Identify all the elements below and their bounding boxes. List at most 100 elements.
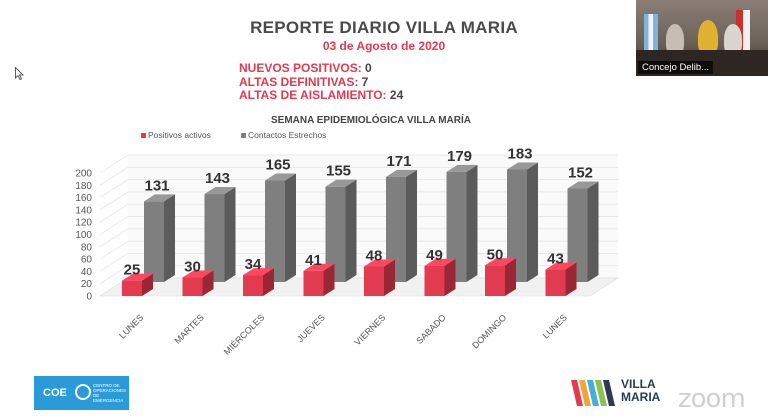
bar-top — [122, 273, 153, 281]
bar-side — [202, 270, 214, 296]
bar-front — [325, 186, 346, 282]
bar-contacts — [144, 194, 175, 282]
coe-logo-subtext: CENTRO DE OPERACIONES DE EMERGENCIA — [93, 383, 127, 403]
mouse-cursor-icon — [15, 67, 24, 80]
y-tick-label: 160 — [75, 193, 92, 204]
bar-positives — [485, 258, 516, 296]
villa-maria-line2: MARIA — [621, 390, 661, 404]
bar-positives — [545, 262, 577, 296]
bar-top — [485, 258, 516, 266]
x-tick-label: MIÉRCOLES — [222, 312, 267, 357]
y-tick-label: 140 — [75, 205, 92, 216]
stat-new-positives: NUEVOS POSITIVOS: 0 — [239, 61, 403, 76]
bar-positives — [303, 263, 335, 296]
bar-contacts — [386, 169, 417, 282]
bar-side — [384, 259, 395, 296]
bar-side — [527, 162, 538, 282]
stat-label: NUEVOS POSITIVOS: — [239, 61, 362, 75]
chart-bars — [122, 162, 599, 296]
gridline — [99, 154, 618, 174]
bar-contacts — [446, 164, 478, 282]
report-date: 03 de Agosto de 2020 — [322, 39, 446, 53]
bar-top — [364, 259, 395, 267]
bar-top — [386, 169, 417, 177]
bar-top — [507, 162, 538, 170]
bar-front — [265, 180, 285, 282]
stat-isolation-discharges: ALTAS DE AISLAMIENTO: 24 — [239, 88, 403, 103]
villa-maria-wordmark: VILLA MARIA — [621, 378, 660, 404]
bar-front — [485, 265, 505, 296]
data-label-contacts: 143 — [205, 170, 230, 187]
stat-label: ALTAS DE AISLAMIENTO: — [239, 88, 387, 102]
coe-logo: COE CENTRO DE OPERACIONES DE EMERGENCIA — [34, 376, 129, 410]
bar-front — [545, 269, 566, 296]
villa-maria-stripes-icon — [571, 380, 615, 406]
y-tick-label: 100 — [75, 230, 92, 241]
x-tick-label: DOMINGO — [470, 312, 508, 350]
bar-side — [164, 194, 175, 282]
bar-front — [364, 266, 384, 296]
bar-positives — [122, 273, 153, 296]
y-tick-label: 200 — [75, 169, 92, 180]
bar-top — [303, 263, 335, 271]
legend-swatch-positives — [141, 133, 146, 138]
stat-value: 7 — [361, 74, 369, 89]
bar-front — [204, 194, 225, 282]
y-tick-label: 60 — [81, 255, 93, 266]
legend-swatch-contacts — [241, 133, 246, 138]
data-label-contacts: 131 — [144, 177, 169, 194]
data-label-positives: 49 — [426, 247, 443, 264]
bar-positives — [243, 268, 274, 296]
stat-definitive-discharges: ALTAS DEFINITIVAS: 7 — [239, 74, 403, 90]
bar-side — [142, 273, 153, 296]
data-label-positives: 25 — [124, 262, 141, 279]
villa-maria-line1: VILLA — [621, 377, 656, 391]
x-tick-label: LUNES — [541, 312, 569, 340]
bar-front — [122, 280, 142, 296]
bar-front — [567, 188, 588, 282]
bar-side — [466, 164, 478, 282]
bar-front — [386, 176, 406, 282]
coe-ring-icon — [75, 384, 91, 400]
bar-front — [144, 201, 164, 282]
bar-top — [567, 181, 599, 189]
x-axis: LUNES MARTES MIÉRCOLES JUEVES VIERNES SABADO D… — [117, 312, 569, 357]
bar-top — [265, 173, 296, 181]
bar-side — [406, 169, 417, 282]
y-tick-label: 80 — [81, 242, 93, 253]
bar-top — [182, 270, 214, 278]
data-label-positives: 48 — [366, 247, 383, 264]
y-tick-label: 20 — [81, 279, 93, 290]
zoom-watermark: zoom — [678, 384, 746, 414]
participant-video[interactable]: Concejo Delib... — [636, 0, 768, 76]
x-tick-label: SABADO — [414, 312, 448, 346]
report-title: REPORTE DIARIO VILLA MARIA — [250, 18, 518, 37]
x-tick-label: LUNES — [117, 312, 145, 340]
bar-side — [323, 263, 335, 296]
y-tick-label: 180 — [75, 181, 92, 192]
bar-positives — [182, 270, 214, 296]
bar-positives — [424, 258, 456, 296]
x-tick-label: JUEVES — [295, 312, 327, 344]
data-label-contacts: 179 — [447, 148, 472, 165]
argentina-flag-icon — [644, 14, 658, 54]
bar-side — [285, 173, 296, 282]
chart-floor — [98, 277, 620, 297]
bar-side — [444, 258, 456, 296]
bar-top — [446, 164, 478, 172]
bar-side — [565, 262, 577, 296]
bar-side — [587, 181, 599, 282]
data-label-contacts: 165 — [265, 157, 290, 174]
bar-contacts — [204, 187, 236, 282]
participant-figure-icon — [698, 20, 718, 54]
data-label-positives: 43 — [547, 251, 564, 268]
bar-top — [204, 187, 236, 195]
bar-top — [325, 179, 357, 187]
legend-label-contacts: Contactos Estrechos — [248, 130, 326, 140]
data-label-contacts: 183 — [507, 145, 532, 162]
data-labels: 131 25 143 30 165 34 155 41 171 48 179 49 183 50 152 43 — [124, 145, 593, 278]
bar-front — [182, 277, 203, 296]
y-tick-label: 120 — [75, 218, 92, 229]
data-label-positives: 34 — [245, 256, 262, 273]
chart-legend: Positivos activos Contactos Estrechos — [141, 130, 326, 140]
